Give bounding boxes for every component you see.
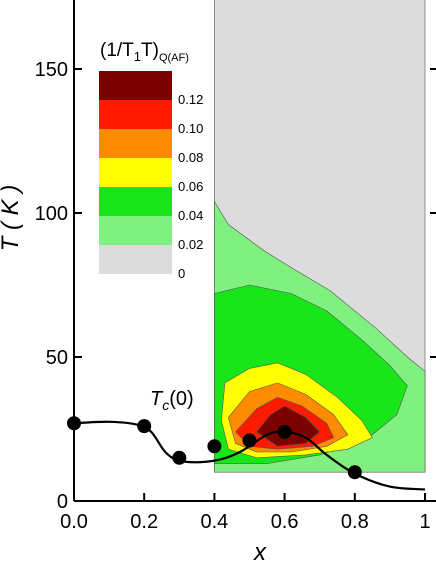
- legend-swatch-0: [99, 71, 172, 100]
- legend-swatch-2: [99, 129, 172, 158]
- legend-swatch-5: [99, 216, 172, 245]
- tc-point-3: [207, 439, 222, 454]
- x-tick-label-1: 0.2: [130, 511, 158, 533]
- tc-point-6: [347, 465, 362, 480]
- tc-point-2: [172, 450, 187, 465]
- legend: (1/T1T)Q(AF) 0.12 0.10 0.08 0.06 0.04 0.02 0: [99, 40, 203, 281]
- x-tick-label-0: 0.0: [60, 511, 88, 533]
- x-tick-label-4: 0.8: [341, 511, 369, 533]
- contour-regions: [214, 0, 426, 473]
- legend-label-1: 0.10: [178, 121, 203, 136]
- legend-swatch-1: [99, 100, 172, 129]
- ticks: 0.0 0.2 0.4 0.6 0.8 1 0 50 100 150: [35, 59, 436, 533]
- y-tick-label-3: 150: [35, 59, 68, 81]
- legend-swatch-4: [99, 187, 172, 216]
- legend-label-3: 0.06: [178, 179, 203, 194]
- legend-label-4: 0.04: [178, 208, 203, 223]
- y-tick-label-0: 0: [57, 491, 68, 513]
- legend-label-2: 0.08: [178, 150, 203, 165]
- y-tick-label-2: 100: [35, 203, 68, 225]
- x-axis-title: x: [253, 539, 267, 564]
- axes: [73, 0, 436, 502]
- x-tick-label-5: 1: [419, 511, 430, 533]
- legend-swatch-6: [99, 245, 172, 274]
- tc0-annotation: Tc(0): [150, 388, 194, 413]
- x-tick-label-3: 0.6: [271, 511, 299, 533]
- legend-title: (1/T1T)Q(AF): [100, 40, 189, 64]
- legend-label-0: 0.12: [178, 92, 203, 107]
- y-tick-label-1: 50: [46, 347, 68, 369]
- x-tick-label-2: 0.4: [200, 511, 228, 533]
- legend-label-5: 0.02: [178, 237, 203, 252]
- tc-point-1: [137, 419, 152, 434]
- legend-label-6: 0: [178, 266, 185, 281]
- tc-point-5: [277, 424, 292, 439]
- legend-swatch-3: [99, 158, 172, 187]
- tc-point-4: [242, 433, 257, 448]
- y-axis-title: T ( K ): [0, 185, 24, 252]
